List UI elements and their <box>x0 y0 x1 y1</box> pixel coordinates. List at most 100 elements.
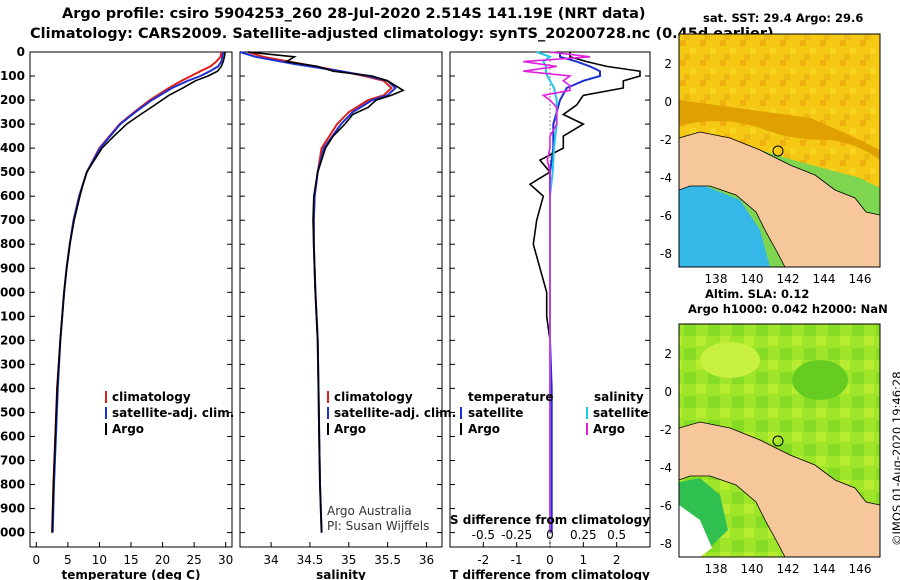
sla-low <box>792 360 848 400</box>
depth-tick-label: 300 <box>0 117 25 131</box>
difference-s-tick-label: 0.5 <box>607 528 626 542</box>
depth-tick-label: 1600 <box>0 429 25 443</box>
difference-x-tick-label: 2 <box>613 553 621 567</box>
sla-y-tick-label: 0 <box>664 385 672 399</box>
temperature-x-axis-label: temperature (deg C) <box>62 568 201 580</box>
difference-x-tick-label: 0 <box>546 553 554 567</box>
salinity-legend-label: climatology <box>334 390 413 404</box>
difference-legend-label-right: Argo <box>593 422 625 436</box>
sla-land <box>679 421 880 557</box>
difference-legend-title-right: salinity <box>594 390 644 404</box>
difference-series-t-satellite <box>549 52 601 533</box>
depth-tick-label: 1100 <box>0 309 25 323</box>
sst-map-title: sat. SST: 29.4 Argo: 29.6 <box>703 11 864 25</box>
salinity-panel-frame <box>239 51 443 548</box>
sst-y-tick-label: -2 <box>660 133 672 147</box>
depth-tick-label: 800 <box>0 237 25 251</box>
sla-x-tick-label: 140 <box>741 562 764 576</box>
salinity-x-tick-label: 34.5 <box>297 553 324 567</box>
sla-missing-data <box>679 505 712 557</box>
sla-x-tick-label: 144 <box>813 562 836 576</box>
depth-tick-label: 200 <box>0 93 25 107</box>
sla-map-title-2: Argo h1000: 0.042 h2000: NaN <box>688 302 888 316</box>
imos-stamp: ©IMOS 01-Aug-2020 19:46:28 <box>890 371 900 546</box>
depth-tick-label: 500 <box>0 165 25 179</box>
sst-y-tick-label: -4 <box>660 171 672 185</box>
sla-y-tick-label: -4 <box>660 461 672 475</box>
temperature-legend-label: climatology <box>112 390 191 404</box>
salinity-credit: Argo Australia <box>327 504 412 518</box>
sst-land <box>679 131 880 267</box>
temperature-x-tick-label: 10 <box>92 553 107 567</box>
depth-tick-label: 1500 <box>0 405 25 419</box>
temperature-x-tick-label: 20 <box>155 553 170 567</box>
difference-s-tick-label: 0.25 <box>570 528 597 542</box>
temperature-x-tick-label: 0 <box>32 553 40 567</box>
difference-series-s-argo <box>523 51 591 533</box>
depth-tick-label: 900 <box>0 261 25 275</box>
sla-x-tick-label: 138 <box>705 562 728 576</box>
sst-y-tick-label: 0 <box>664 95 672 109</box>
sla-y-tick-label: -8 <box>660 537 672 551</box>
salinity-legend-label: satellite-adj. clim. <box>334 406 456 420</box>
depth-tick-label: 1900 <box>0 502 25 516</box>
difference-x-tick-label: -2 <box>477 553 489 567</box>
salinity-x-tick-label: 36 <box>419 553 434 567</box>
difference-s-tick-label: 0 <box>546 528 554 542</box>
depth-tick-label: 1800 <box>0 478 25 492</box>
difference-x-tick-label: -1 <box>511 553 523 567</box>
sla-y-tick-label: -2 <box>660 423 672 437</box>
sla-x-tick-label: 142 <box>777 562 800 576</box>
depth-tick-label: 400 <box>0 141 25 155</box>
salinity-x-tick-label: 35 <box>341 553 356 567</box>
sla-map-title-1: Altim. SLA: 0.12 <box>705 287 810 301</box>
depth-tick-label: 600 <box>0 189 25 203</box>
depth-tick-label: 100 <box>0 69 25 83</box>
sla-x-tick-label: 146 <box>849 562 872 576</box>
depth-tick-label: 2000 <box>0 526 25 540</box>
sst-argo-location-marker <box>772 145 784 157</box>
sla-argo-location-marker <box>772 435 784 447</box>
salinity-x-tick-label: 35.5 <box>374 553 401 567</box>
salinity-series-argo <box>247 51 405 533</box>
salinity-credit: PI: Susan Wijffels <box>327 519 429 533</box>
title-line-1: Argo profile: csiro 5904253_260 28-Jul-2… <box>62 6 646 22</box>
depth-tick-label: 1400 <box>0 381 25 395</box>
sst-map-frame <box>678 33 881 268</box>
sst-x-tick-label: 146 <box>849 272 872 286</box>
sst-warm-band <box>679 100 880 160</box>
difference-legend-label-right: satellite <box>593 406 648 420</box>
sst-map <box>678 33 881 268</box>
sst-y-tick-label: -6 <box>660 209 672 223</box>
temperature-legend-label: satellite-adj. clim. <box>112 406 234 420</box>
sla-y-tick-label: 2 <box>664 347 672 361</box>
sst-y-tick-label: 2 <box>664 57 672 71</box>
sla-y-tick-label: -6 <box>660 499 672 513</box>
salinity-x-tick-label: 34 <box>263 553 278 567</box>
sst-x-tick-label: 144 <box>813 272 836 286</box>
temperature-panel-frame <box>29 51 233 548</box>
salinity-x-axis-label: salinity <box>316 568 366 580</box>
difference-legend-label-left: Argo <box>468 422 500 436</box>
depth-tick-label: 1700 <box>0 453 25 467</box>
sla-map-frame <box>678 323 881 558</box>
sst-x-tick-label: 138 <box>705 272 728 286</box>
title-line-2: Climatology: CARS2009. Satellite-adjuste… <box>30 26 774 42</box>
sst-x-tick-label: 142 <box>777 272 800 286</box>
depth-tick-label: 1000 <box>0 285 25 299</box>
sst-y-tick-label: -8 <box>660 247 672 261</box>
difference-x-axis-label: T difference from climatology <box>450 568 650 580</box>
depth-tick-label: 0 <box>17 45 25 59</box>
temperature-x-tick-label: 15 <box>123 553 138 567</box>
difference-s-tick-label: -0.5 <box>472 528 495 542</box>
salinity-legend-label: Argo <box>334 422 366 436</box>
depth-tick-label: 1300 <box>0 357 25 371</box>
difference-legend-label-left: satellite <box>468 406 523 420</box>
temperature-x-tick-label: 5 <box>64 553 72 567</box>
temperature-legend-label: Argo <box>112 422 144 436</box>
temperature-series-argo <box>51 51 226 533</box>
sla-map <box>678 323 881 558</box>
difference-legend-title-left: temperature <box>468 390 553 404</box>
sla-highlight <box>700 342 760 378</box>
